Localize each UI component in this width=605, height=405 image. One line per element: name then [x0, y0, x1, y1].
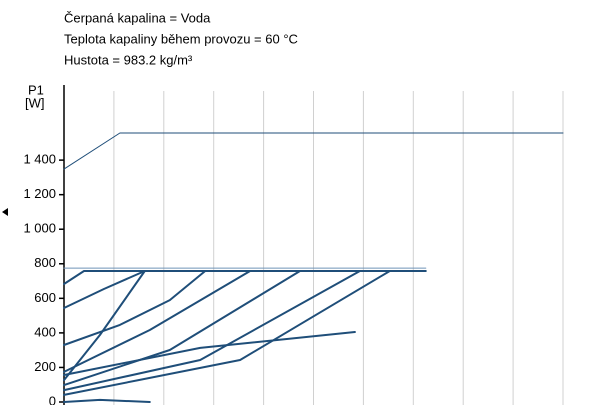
y-axis-label: P1 [28, 82, 44, 97]
power-curve [63, 270, 207, 346]
y-tick-label: 1 200 [23, 186, 56, 201]
y-tick-label: 200 [34, 359, 56, 374]
y-tick-label: 400 [34, 324, 56, 339]
title-line: Teplota kapaliny během provozu = 60 °C [64, 31, 298, 46]
power-curve [63, 270, 146, 309]
arrow-icon [2, 208, 8, 216]
power-curve [63, 270, 361, 392]
title-line: Čerpaná kapalina = Voda [64, 10, 211, 25]
title-line: Hustota = 983.2 kg/m³ [64, 52, 193, 67]
power-curve [63, 398, 151, 403]
power-curve [63, 270, 146, 382]
power-curve [63, 270, 427, 285]
power-curve [63, 270, 301, 387]
power-curve [63, 270, 252, 373]
y-axis-label: [W] [25, 95, 45, 110]
y-tick-label: 800 [34, 255, 56, 270]
y-tick-label: 600 [34, 290, 56, 305]
y-tick-label: 0 [49, 393, 56, 405]
power-curve [63, 132, 564, 170]
y-tick-label: 1 000 [23, 221, 56, 236]
power-curve [63, 331, 356, 376]
power-curve [63, 270, 391, 396]
y-tick-label: 1 400 [23, 152, 56, 167]
